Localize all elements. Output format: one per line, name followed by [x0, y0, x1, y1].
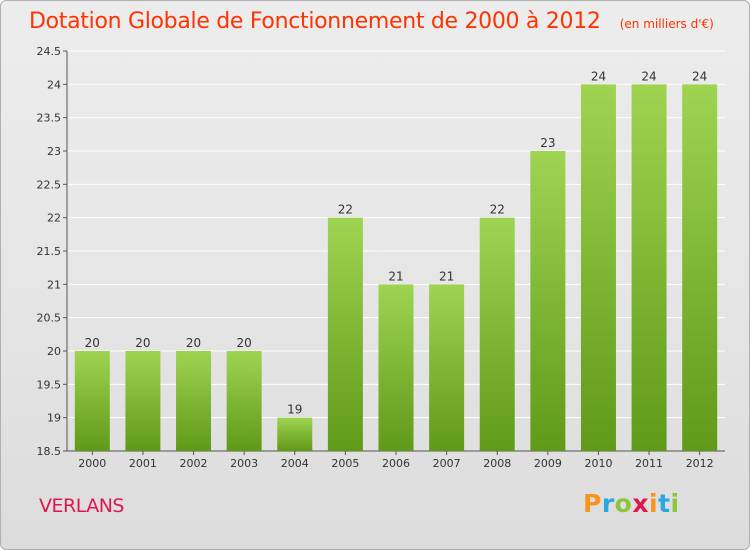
proxiti-logo: Proxiti: [583, 489, 680, 518]
bar-value-label: 22: [338, 203, 353, 217]
bar: [176, 351, 212, 451]
x-tick-label: 2006: [382, 457, 410, 470]
bar: [429, 284, 465, 451]
x-tick-label: 2008: [483, 457, 511, 470]
logo-letter: r: [601, 489, 615, 518]
y-tick-label: 24.5: [37, 45, 62, 58]
bar: [631, 84, 667, 451]
bar-value-label: 24: [591, 69, 606, 83]
logo-letter: P: [583, 489, 602, 518]
bar-value-label: 20: [186, 336, 201, 350]
bar-value-label: 20: [237, 336, 252, 350]
x-tick-label: 2012: [686, 457, 714, 470]
place-name: VERLANS: [39, 495, 125, 517]
bars: [74, 84, 718, 451]
data-labels: 20 20 20 20 19 22 21 21 22 23 24 24 24: [85, 69, 708, 416]
y-tick-label: 18.5: [37, 445, 62, 458]
bar: [125, 351, 161, 451]
logo-letter: i: [670, 489, 680, 518]
x-tick-label: 2007: [433, 457, 461, 470]
x-tick-label: 2010: [584, 457, 612, 470]
y-tick-label: 22.5: [37, 178, 62, 191]
title-row: Dotation Globale de Fonctionnement de 20…: [29, 9, 714, 34]
y-tick-label: 23: [47, 145, 61, 158]
x-tick-label: 2009: [534, 457, 562, 470]
bar-value-label: 21: [388, 269, 403, 283]
y-tick-label: 22: [47, 212, 61, 225]
logo-letter: i: [649, 489, 659, 518]
x-tick-label: 2005: [331, 457, 359, 470]
y-tick-label: 21.5: [37, 245, 62, 258]
bar: [378, 284, 414, 451]
bar: [74, 351, 110, 451]
bar-value-label: 24: [641, 69, 656, 83]
bar: [327, 217, 363, 451]
bar: [277, 417, 313, 451]
x-tick-label: 2000: [78, 457, 106, 470]
y-tick-label: 20.5: [37, 312, 62, 325]
x-tick-label: 2004: [281, 457, 309, 470]
x-tick-label: 2003: [230, 457, 258, 470]
y-tick-label: 24: [47, 78, 61, 91]
bar-value-label: 19: [287, 403, 302, 417]
bar: [479, 217, 515, 451]
logo-letter: o: [614, 489, 633, 518]
bar-value-label: 23: [540, 136, 555, 150]
bar-value-label: 24: [692, 69, 707, 83]
y-tick-label: 19.5: [37, 378, 62, 391]
bar-value-label: 20: [85, 336, 100, 350]
x-tick-label: 2002: [180, 457, 208, 470]
tick-labels: 18.5 19 19.5 20 20.5 21 21.5 22 22.5 23 23.5 24 24.5…: [37, 45, 714, 470]
chart-title: Dotation Globale de Fonctionnement de 20…: [29, 9, 601, 34]
bar: [530, 151, 566, 451]
y-tick-label: 23.5: [37, 112, 62, 125]
logo-letter: x: [632, 489, 649, 518]
y-tick-label: 21: [47, 278, 61, 291]
bar-value-label: 22: [490, 203, 505, 217]
bar: [580, 84, 616, 451]
bar-value-label: 21: [439, 269, 454, 283]
y-tick-label: 19: [47, 412, 61, 425]
y-tick-label: 20: [47, 345, 61, 358]
bar-value-label: 20: [135, 336, 150, 350]
chart-unit: (en milliers d'€): [619, 17, 714, 31]
logo-letter: t: [658, 489, 671, 518]
x-tick-label: 2001: [129, 457, 157, 470]
bar: [682, 84, 718, 451]
x-tick-label: 2011: [635, 457, 663, 470]
bar: [226, 351, 262, 451]
